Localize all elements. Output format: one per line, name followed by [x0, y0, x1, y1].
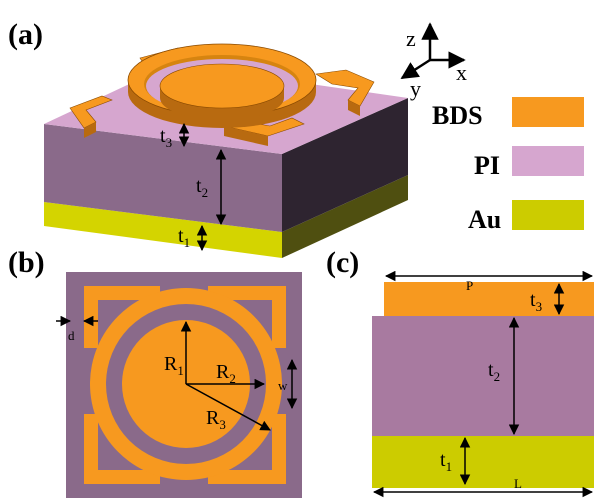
r2-label: R: [216, 361, 230, 383]
panel-label-b: (b): [8, 246, 45, 279]
r3-label: R: [206, 407, 220, 429]
svg-text:R2: R2: [216, 361, 236, 386]
L-annotation: L: [372, 476, 594, 498]
au-layer-side: [282, 175, 408, 258]
w-annotation: w: [278, 358, 298, 410]
svg-text:R1: R1: [164, 353, 184, 378]
au-layer-section: [372, 436, 594, 488]
svg-text:t2: t2: [196, 175, 208, 200]
unit-cell-top-view: [66, 272, 302, 498]
r1-label: R: [164, 353, 178, 375]
svg-text:w: w: [278, 378, 288, 393]
d-annotation: d: [56, 315, 98, 343]
pi-layer-side: [282, 98, 408, 232]
svg-text:t3: t3: [530, 289, 542, 314]
bds-layer-section: [384, 282, 594, 316]
corner-brackets-top: [84, 286, 286, 484]
t3-annotation-c: t3: [530, 282, 565, 316]
cross-section: [372, 282, 594, 488]
panel-label-a: (a): [8, 18, 43, 51]
t1-annotation-a: t1: [178, 224, 208, 252]
legend-au-label: Au: [468, 205, 501, 234]
legend: BDS PI Au: [432, 97, 584, 234]
svg-text:P: P: [466, 278, 473, 293]
P-annotation: P: [384, 270, 594, 293]
legend-bds-swatch: [512, 97, 584, 127]
t1-annotation-c: t1: [440, 436, 471, 486]
svg-text:t1: t1: [178, 225, 190, 250]
legend-pi-label: PI: [474, 151, 500, 180]
svg-text:t1: t1: [440, 449, 452, 474]
axis-x-label: x: [456, 60, 467, 85]
inner-disk-3d: [159, 63, 285, 120]
unit-cell-3d: [44, 43, 408, 258]
t3-annotation-a: t3: [160, 122, 190, 150]
legend-bds-label: BDS: [432, 101, 483, 130]
panel-label-c: (c): [326, 246, 359, 279]
svg-text:t3: t3: [160, 125, 172, 150]
axis-y-label: y: [410, 76, 421, 101]
axis-z-label: z: [406, 26, 416, 51]
svg-text:t2: t2: [488, 359, 500, 384]
svg-text:d: d: [68, 328, 75, 343]
legend-au-swatch: [512, 200, 584, 230]
t2-annotation-c: t2: [488, 316, 520, 436]
t2-annotation-a: t2: [196, 148, 227, 226]
pi-layer-section: [372, 316, 594, 436]
radius-annotations: R1 R2 R3: [164, 320, 271, 432]
legend-pi-swatch: [512, 146, 584, 176]
au-layer-front: [44, 202, 282, 258]
svg-text:R3: R3: [206, 407, 226, 432]
coordinate-axes: z x y: [400, 22, 467, 101]
svg-text:L: L: [514, 476, 522, 491]
